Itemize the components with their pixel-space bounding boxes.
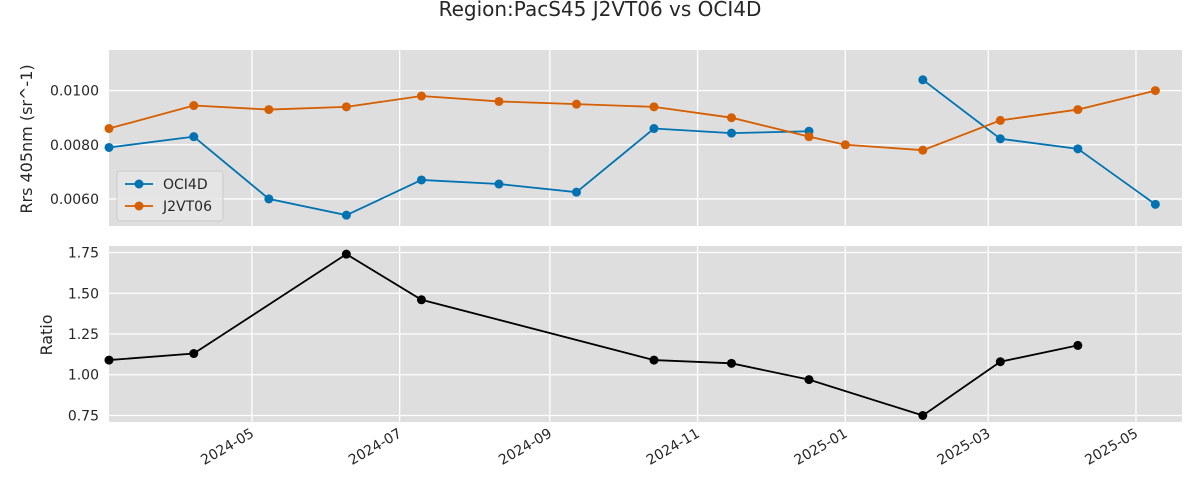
data-point <box>918 145 928 155</box>
legend-label: J2VT06 <box>162 199 212 215</box>
data-point <box>918 75 928 85</box>
data-point <box>1150 86 1160 96</box>
ratio-panel: 0.75 1.00 1.25 1.50 1.75 Ratio <box>37 246 1182 425</box>
series-line <box>108 127 810 217</box>
data-point <box>416 295 426 305</box>
data-point <box>104 355 114 365</box>
data-point <box>264 194 274 204</box>
ratio-series <box>104 249 1083 420</box>
data-point <box>995 115 1005 125</box>
data-point <box>189 101 199 111</box>
y-tick-label: 0.0060 <box>50 192 99 208</box>
data-point <box>1073 340 1083 350</box>
data-point <box>416 175 426 185</box>
x-tick-label: 2025-01 <box>792 426 851 469</box>
x-tick-labels: 2024-05 2024-07 2024-09 2024-11 2025-01 2025-… <box>198 426 1141 469</box>
rrs-legend: OCI4D J2VT06 <box>116 170 224 222</box>
ratio-y-axis-label: Ratio <box>37 314 56 355</box>
x-tick-label: 2025-05 <box>1082 426 1141 469</box>
data-point <box>726 358 736 368</box>
series-line <box>108 253 1079 417</box>
data-point <box>918 410 928 420</box>
series-line <box>922 79 1156 206</box>
data-point <box>995 134 1005 144</box>
data-point <box>189 349 199 359</box>
data-point <box>649 355 659 365</box>
data-point <box>804 132 814 142</box>
data-point <box>649 102 659 112</box>
data-point <box>189 132 199 142</box>
y-tick-label: 0.75 <box>68 408 99 424</box>
data-point <box>341 249 351 259</box>
data-point <box>341 210 351 220</box>
data-point <box>571 187 581 197</box>
y-tick-label: 1.00 <box>68 368 99 384</box>
y-tick-label: 1.25 <box>68 327 99 343</box>
chart-title: Region:PacS45 J2VT06 vs OCI4D <box>439 0 762 21</box>
data-point <box>104 142 114 152</box>
data-point <box>571 99 581 109</box>
legend-swatch-marker <box>134 201 144 211</box>
y-tick-label: 1.50 <box>68 286 99 302</box>
x-tick-label: 2024-05 <box>198 426 257 469</box>
data-point <box>104 124 114 134</box>
data-point <box>840 140 850 150</box>
data-point <box>264 105 274 115</box>
y-tick-label: 0.0100 <box>50 84 99 100</box>
data-point <box>726 113 736 123</box>
rrs-grid <box>109 50 1182 226</box>
x-tick-label: 2024-11 <box>644 426 703 469</box>
x-tick-label: 2024-07 <box>346 426 405 469</box>
ratio-grid <box>109 246 1182 422</box>
data-point <box>1150 199 1160 209</box>
ratio-y-ticks: 0.75 1.00 1.25 1.50 1.75 <box>68 246 99 425</box>
data-point <box>1073 144 1083 154</box>
data-point <box>726 128 736 138</box>
data-point <box>416 91 426 101</box>
rrs-panel: 0.0060 0.0080 0.0100 Rrs 405nm (sr^-1) OCI… <box>17 50 1182 226</box>
rrs-y-ticks: 0.0060 0.0080 0.0100 <box>50 84 99 208</box>
data-point <box>494 179 504 189</box>
y-tick-label: 1.75 <box>68 246 99 262</box>
data-point <box>494 96 504 106</box>
legend-swatch-marker <box>134 179 144 189</box>
data-point <box>1073 105 1083 115</box>
legend-label: OCI4D <box>163 177 208 193</box>
y-tick-label: 0.0080 <box>50 138 99 154</box>
rrs-y-axis-label: Rrs 405nm (sr^-1) <box>17 64 36 213</box>
data-point <box>649 124 659 134</box>
data-point <box>804 375 814 385</box>
data-point <box>995 357 1005 367</box>
x-tick-label: 2025-03 <box>935 426 994 469</box>
rrs-series <box>104 75 1160 220</box>
data-point <box>341 102 351 112</box>
x-tick-label: 2024-09 <box>496 426 555 469</box>
